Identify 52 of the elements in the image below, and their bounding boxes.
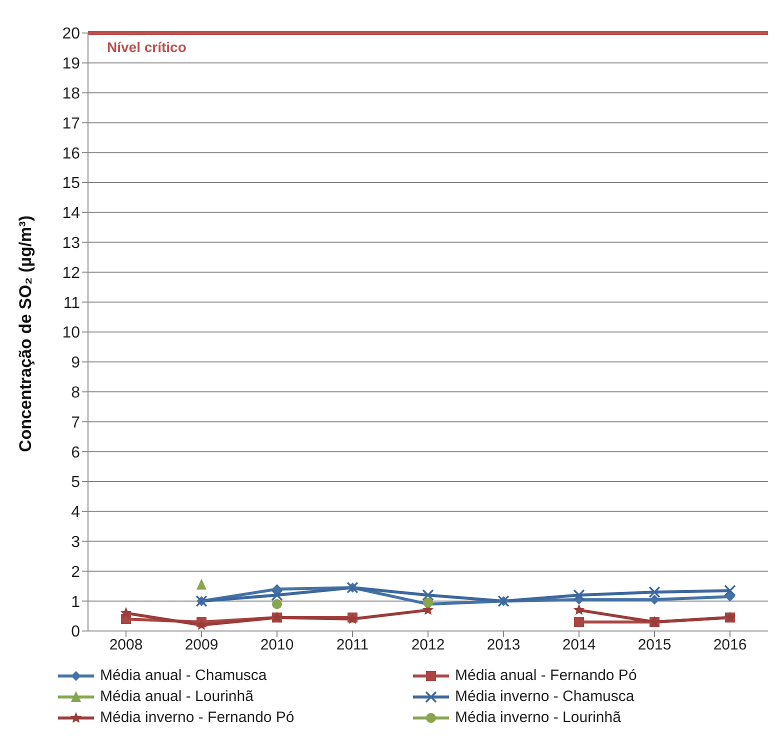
y-tick-label: 8	[71, 384, 80, 402]
point	[650, 594, 660, 605]
y-tick-label: 15	[62, 175, 80, 192]
y-tick-label: 3	[71, 534, 80, 551]
point	[573, 589, 585, 602]
x-tick-label: 2013	[486, 636, 520, 654]
x-tick-label: 2014	[562, 636, 596, 654]
point	[725, 592, 735, 602]
legend-label: Média inverno - Fernando Pó	[100, 709, 294, 726]
x-tick-label: 2009	[184, 636, 218, 654]
y-tick-label: 6	[71, 444, 80, 462]
x-tick-label: 2008	[109, 636, 143, 654]
legend-label: Média anual - Chamusca	[100, 667, 267, 684]
x-tick-label: 2011	[336, 636, 369, 654]
point	[196, 578, 206, 590]
y-tick-label: 2	[71, 564, 80, 581]
point	[271, 589, 283, 602]
legend-label: Média inverno - Chamusca	[455, 688, 634, 705]
y-tick-label: 1	[71, 594, 80, 611]
y-tick-label: 12	[62, 264, 80, 282]
y-tick-label: 18	[62, 85, 80, 102]
y-tick-label: 20	[62, 26, 80, 43]
point	[196, 619, 208, 630]
y-tick-label: 7	[71, 414, 80, 432]
point	[724, 584, 736, 597]
point	[272, 584, 282, 594]
y-tick-label: 5	[71, 474, 80, 492]
x-tick-label: 2016	[713, 636, 747, 654]
point	[648, 586, 660, 598]
y-tick-label: 9	[71, 354, 80, 372]
y-tick-label: 13	[62, 234, 80, 252]
point	[272, 599, 282, 610]
y-tick-label: 14	[62, 205, 80, 222]
legend-label: Média inverno - Lourinhã	[455, 709, 621, 726]
y-tick-label: 16	[62, 145, 80, 162]
y-tick-label: 11	[63, 294, 80, 312]
y-tick-label: 10	[62, 324, 80, 342]
point	[573, 604, 585, 615]
y-tick-label: 17	[62, 115, 80, 132]
x-tick-label: 2010	[260, 636, 294, 654]
point	[574, 617, 584, 628]
x-tick-label: 2015	[638, 636, 672, 654]
x-tick-label: 2012	[411, 636, 445, 654]
y-tick-label: 4	[71, 504, 80, 522]
y-tick-label: 0	[71, 624, 80, 641]
ref-line-label: Nível crítico	[107, 38, 186, 55]
point	[422, 589, 434, 602]
legend-label: Média anual - Lourinhã	[100, 688, 254, 705]
legend-label: Média anual - Fernando Pó	[455, 667, 637, 684]
y-axis-title: Concentração de SO₂ (µg/m³)	[16, 216, 36, 452]
y-tick-label: 19	[62, 56, 80, 73]
point	[120, 607, 132, 618]
